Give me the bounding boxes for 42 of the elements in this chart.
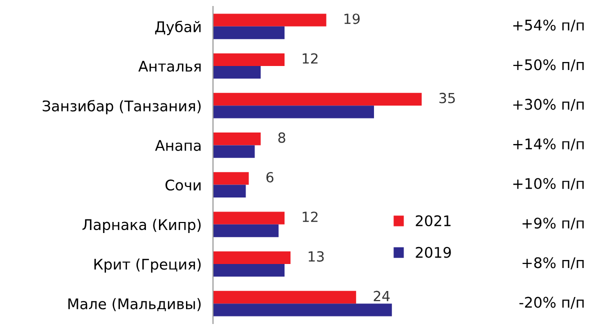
data-label: 6	[266, 172, 274, 182]
data-label: 12	[302, 212, 318, 222]
bar	[213, 304, 392, 316]
bar	[213, 145, 255, 158]
text: +8% п/п	[522, 257, 584, 270]
data-label: 35	[439, 92, 455, 104]
text: +10% п/п	[513, 178, 584, 190]
text: +54% п/п	[513, 20, 584, 32]
text: +30% п/п	[513, 98, 584, 111]
bar	[213, 251, 291, 264]
data-label: 24	[374, 290, 390, 302]
y-tick-label: Крит (Греция)	[94, 258, 201, 273]
text: +9% п/п	[522, 218, 584, 230]
y-tick-label: Ларнака (Кипр)	[82, 218, 201, 233]
text: +50% п/п	[513, 59, 584, 72]
y-tick-label: Анталья	[138, 60, 201, 72]
bar	[213, 212, 285, 224]
data-label: 13	[308, 251, 324, 262]
text: -20% п/п	[519, 296, 584, 309]
bar	[213, 66, 261, 79]
bar	[213, 106, 374, 118]
bar	[213, 264, 285, 277]
bar	[213, 224, 279, 238]
bar	[213, 92, 422, 106]
legend-label: 2019	[416, 246, 451, 258]
data-label: 8	[278, 132, 286, 143]
bar	[213, 172, 249, 185]
y-tick-label: Дубай	[155, 20, 201, 36]
bar	[213, 132, 261, 146]
bar	[213, 53, 285, 66]
y-tick-label: Сочи	[166, 180, 201, 191]
y-tick-label: Мале (Мальдивы)	[68, 298, 201, 312]
bar	[213, 184, 246, 198]
y-tick-label: Анапа	[155, 140, 201, 151]
data-label: 12	[302, 53, 318, 64]
y-tick-label: Занзибар (Танзания)	[42, 100, 201, 114]
bar	[213, 26, 285, 40]
bar	[213, 14, 326, 26]
data-label: 19	[344, 14, 360, 24]
text: +14% п/п	[513, 138, 584, 151]
bar	[213, 290, 356, 304]
legend-label: 2021	[416, 215, 451, 226]
